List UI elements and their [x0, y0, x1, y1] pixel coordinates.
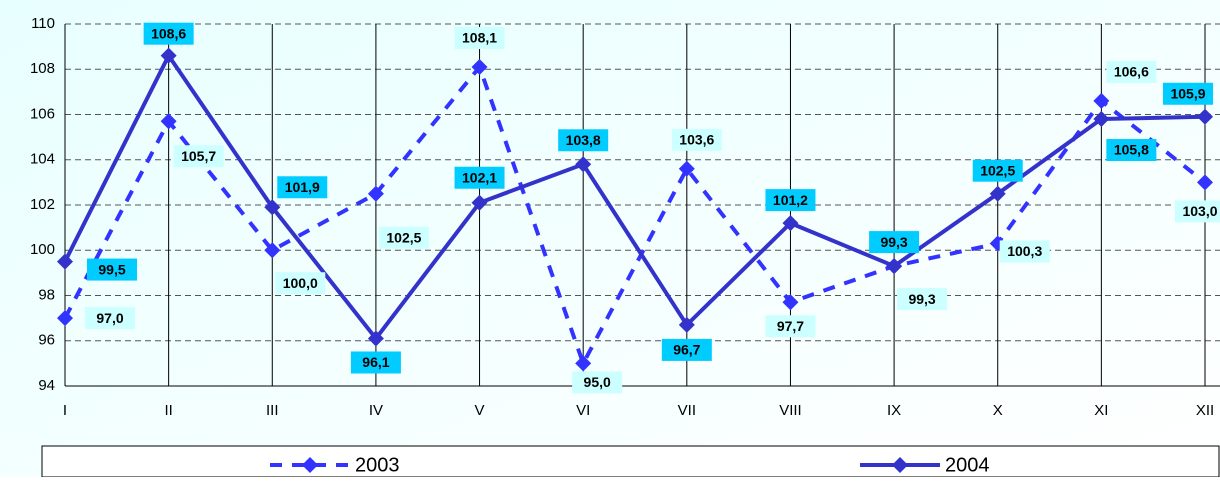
marker [575, 156, 592, 173]
marker [264, 199, 281, 216]
marker [57, 253, 73, 270]
x-tick-label: X [993, 402, 1003, 419]
x-tick-label: VII [678, 402, 696, 419]
value-label-bg [1106, 60, 1157, 83]
x-tick-label: VI [576, 402, 590, 419]
value-label-bg [1175, 200, 1220, 223]
marker [160, 47, 177, 64]
value-label: 105,7 [181, 148, 216, 164]
value-label: 97,0 [96, 310, 123, 326]
x-tick-label: V [475, 402, 485, 419]
marker [57, 310, 73, 327]
marker [678, 160, 695, 177]
series-line [63, 62, 1207, 369]
marker [1093, 92, 1110, 109]
value-label-bg [572, 371, 623, 394]
value-label: 99,3 [880, 234, 907, 250]
x-tick-label: I [63, 402, 67, 419]
x-tick-label: IV [369, 402, 383, 419]
value-label: 103,8 [566, 132, 601, 148]
value-label: 101,2 [773, 192, 808, 208]
legend-marker [892, 457, 908, 473]
marker [367, 185, 384, 202]
value-label-bg [85, 307, 135, 330]
y-tick-label: 110 [31, 15, 55, 32]
x-tick-label: VIII [779, 402, 802, 419]
value-label: 105,8 [1114, 142, 1149, 158]
legend-label: 2003 [355, 454, 400, 476]
y-tick-label: 100 [30, 241, 55, 258]
marker [575, 355, 592, 372]
x-tick-label: XI [1094, 402, 1108, 419]
value-label-bg [173, 145, 224, 168]
marker [1197, 108, 1213, 125]
x-tick-label: III [266, 402, 279, 419]
y-tick-label: 98 [38, 286, 55, 303]
value-label-bg [1163, 82, 1213, 105]
value-label-bg [275, 272, 326, 295]
value-label-bg [378, 226, 429, 249]
marker [264, 242, 281, 259]
value-label-bg [350, 351, 401, 374]
value-label-bg [454, 166, 505, 189]
value-label: 108,6 [151, 25, 186, 41]
marker [160, 113, 177, 130]
value-label: 103,6 [679, 132, 714, 148]
value-label-bg [869, 231, 920, 254]
legend-box [41, 445, 1220, 478]
value-label: 102,5 [980, 162, 1015, 178]
x-tick-label: XII [1196, 402, 1214, 419]
marker [782, 294, 799, 311]
marker [471, 194, 488, 211]
value-label-bg [765, 315, 816, 338]
value-label: 105,9 [1170, 85, 1205, 101]
value-label: 102,1 [462, 169, 497, 185]
value-label: 101,9 [285, 179, 320, 195]
value-label: 99,3 [908, 291, 935, 307]
marker [367, 330, 384, 347]
value-label-bg [277, 176, 328, 199]
marker [886, 258, 903, 275]
value-label: 96,1 [362, 354, 389, 370]
value-label: 100,3 [1007, 243, 1042, 259]
value-label-bg [972, 159, 1023, 182]
value-label: 95,0 [584, 374, 611, 390]
x-tick-label: IX [887, 402, 901, 419]
value-label-bg [999, 240, 1050, 263]
value-label-bg [558, 129, 609, 152]
value-label-bg [897, 288, 948, 311]
value-label-bg [454, 26, 505, 49]
marker [471, 58, 488, 75]
value-label-bg [661, 338, 712, 361]
legend-marker [302, 457, 318, 473]
legend-label: 2004 [945, 454, 990, 476]
value-label: 108,1 [462, 30, 497, 46]
value-label: 99,5 [98, 261, 125, 277]
value-label: 103,0 [1182, 203, 1217, 219]
marker [1197, 174, 1213, 191]
value-label-bg [671, 128, 722, 151]
value-label-bg [143, 22, 194, 45]
value-label-bg [87, 258, 137, 281]
y-tick-label: 102 [30, 196, 55, 213]
x-tick-label: II [164, 402, 172, 419]
marker [678, 316, 695, 333]
marker [782, 215, 799, 232]
marker [989, 185, 1006, 202]
y-tick-label: 96 [38, 332, 55, 349]
marker [1093, 111, 1110, 128]
value-label: 97,7 [777, 318, 804, 334]
value-label: 96,7 [673, 342, 700, 358]
y-tick-label: 94 [38, 377, 55, 394]
y-tick-label: 106 [30, 105, 55, 122]
value-label: 106,6 [1114, 64, 1149, 80]
value-label-bg [765, 189, 816, 212]
y-tick-label: 108 [30, 60, 55, 77]
value-label: 102,5 [386, 229, 421, 245]
value-label: 100,0 [283, 275, 318, 291]
y-tick-label: 104 [30, 151, 55, 168]
value-label-bg [1106, 139, 1157, 162]
